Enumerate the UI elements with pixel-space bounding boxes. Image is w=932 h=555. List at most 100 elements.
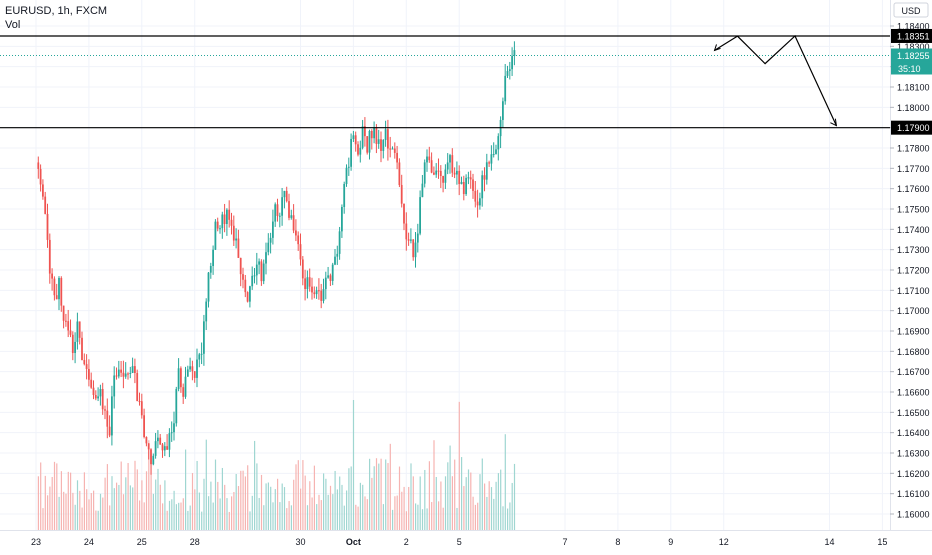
candle[interactable]: [191, 360, 194, 381]
candle[interactable]: [74, 332, 76, 364]
candle[interactable]: [157, 430, 159, 449]
candle[interactable]: [147, 443, 150, 460]
candles[interactable]: [37, 41, 516, 475]
candle[interactable]: [281, 187, 283, 226]
candle[interactable]: [324, 271, 327, 300]
candle[interactable]: [423, 159, 426, 188]
candle[interactable]: [375, 124, 378, 154]
candle[interactable]: [136, 369, 139, 402]
candle[interactable]: [145, 436, 148, 447]
candle[interactable]: [140, 393, 143, 419]
candle[interactable]: [292, 204, 295, 234]
candle[interactable]: [101, 382, 104, 415]
candle[interactable]: [37, 156, 40, 179]
candle[interactable]: [55, 283, 58, 300]
candle[interactable]: [97, 387, 99, 402]
candle[interactable]: [152, 453, 155, 466]
candle[interactable]: [265, 242, 267, 275]
candle[interactable]: [255, 252, 258, 285]
candle[interactable]: [513, 41, 516, 66]
candle[interactable]: [433, 166, 435, 176]
candle[interactable]: [258, 258, 260, 275]
candle[interactable]: [53, 276, 56, 301]
candle[interactable]: [382, 139, 385, 159]
candle[interactable]: [216, 217, 219, 232]
candle[interactable]: [288, 193, 290, 221]
candle[interactable]: [129, 366, 132, 379]
projection-path[interactable]: [714, 34, 837, 126]
candle[interactable]: [306, 270, 309, 299]
candle[interactable]: [437, 158, 440, 179]
candle[interactable]: [283, 190, 286, 209]
candle[interactable]: [71, 331, 74, 361]
candle[interactable]: [350, 133, 352, 171]
candle[interactable]: [354, 131, 357, 152]
candle[interactable]: [150, 448, 152, 475]
candle[interactable]: [301, 256, 304, 286]
candle[interactable]: [92, 380, 95, 400]
candle[interactable]: [444, 164, 447, 189]
candle[interactable]: [235, 228, 237, 249]
candle[interactable]: [327, 266, 329, 279]
candle[interactable]: [124, 362, 127, 379]
candle[interactable]: [62, 305, 65, 329]
candle[interactable]: [497, 133, 500, 161]
candle[interactable]: [260, 259, 263, 286]
candle[interactable]: [469, 170, 472, 189]
candle[interactable]: [212, 245, 214, 275]
candle[interactable]: [83, 353, 86, 366]
candle[interactable]: [442, 175, 444, 193]
candle[interactable]: [485, 153, 488, 185]
candle[interactable]: [237, 229, 240, 258]
candle[interactable]: [111, 385, 113, 446]
candle[interactable]: [435, 163, 438, 178]
candle[interactable]: [315, 286, 318, 299]
candle[interactable]: [143, 408, 145, 439]
candle[interactable]: [430, 152, 433, 174]
candle[interactable]: [272, 209, 274, 245]
candle[interactable]: [483, 167, 486, 192]
candle[interactable]: [377, 129, 380, 149]
candle[interactable]: [262, 259, 265, 285]
candle[interactable]: [168, 428, 171, 458]
candle[interactable]: [364, 117, 366, 147]
candle[interactable]: [81, 331, 83, 361]
candle[interactable]: [175, 386, 178, 427]
candle[interactable]: [467, 171, 470, 185]
candle[interactable]: [60, 276, 63, 312]
candle[interactable]: [267, 233, 270, 256]
candle[interactable]: [104, 405, 106, 420]
candle[interactable]: [115, 367, 118, 380]
candle[interactable]: [51, 268, 53, 291]
candle[interactable]: [269, 232, 272, 254]
candle[interactable]: [44, 191, 47, 215]
candle[interactable]: [352, 130, 355, 142]
candle[interactable]: [504, 63, 507, 105]
candle[interactable]: [131, 357, 134, 374]
candle[interactable]: [508, 61, 511, 80]
candle[interactable]: [278, 212, 281, 228]
candle[interactable]: [161, 442, 164, 458]
candle[interactable]: [357, 141, 359, 157]
candle[interactable]: [299, 233, 302, 266]
candle[interactable]: [113, 366, 116, 409]
candle[interactable]: [426, 149, 428, 172]
candle[interactable]: [311, 277, 313, 300]
candle[interactable]: [90, 372, 93, 389]
candle[interactable]: [249, 285, 251, 308]
candle[interactable]: [387, 119, 389, 161]
candle[interactable]: [159, 433, 162, 445]
candle[interactable]: [120, 361, 122, 378]
candle[interactable]: [239, 257, 242, 287]
candle[interactable]: [334, 249, 336, 266]
candle[interactable]: [48, 233, 51, 284]
candle[interactable]: [391, 146, 394, 150]
candle[interactable]: [453, 167, 456, 179]
candle[interactable]: [42, 179, 44, 200]
candle[interactable]: [246, 291, 249, 303]
candle[interactable]: [389, 136, 392, 158]
candle[interactable]: [398, 158, 401, 188]
candle[interactable]: [502, 97, 504, 128]
